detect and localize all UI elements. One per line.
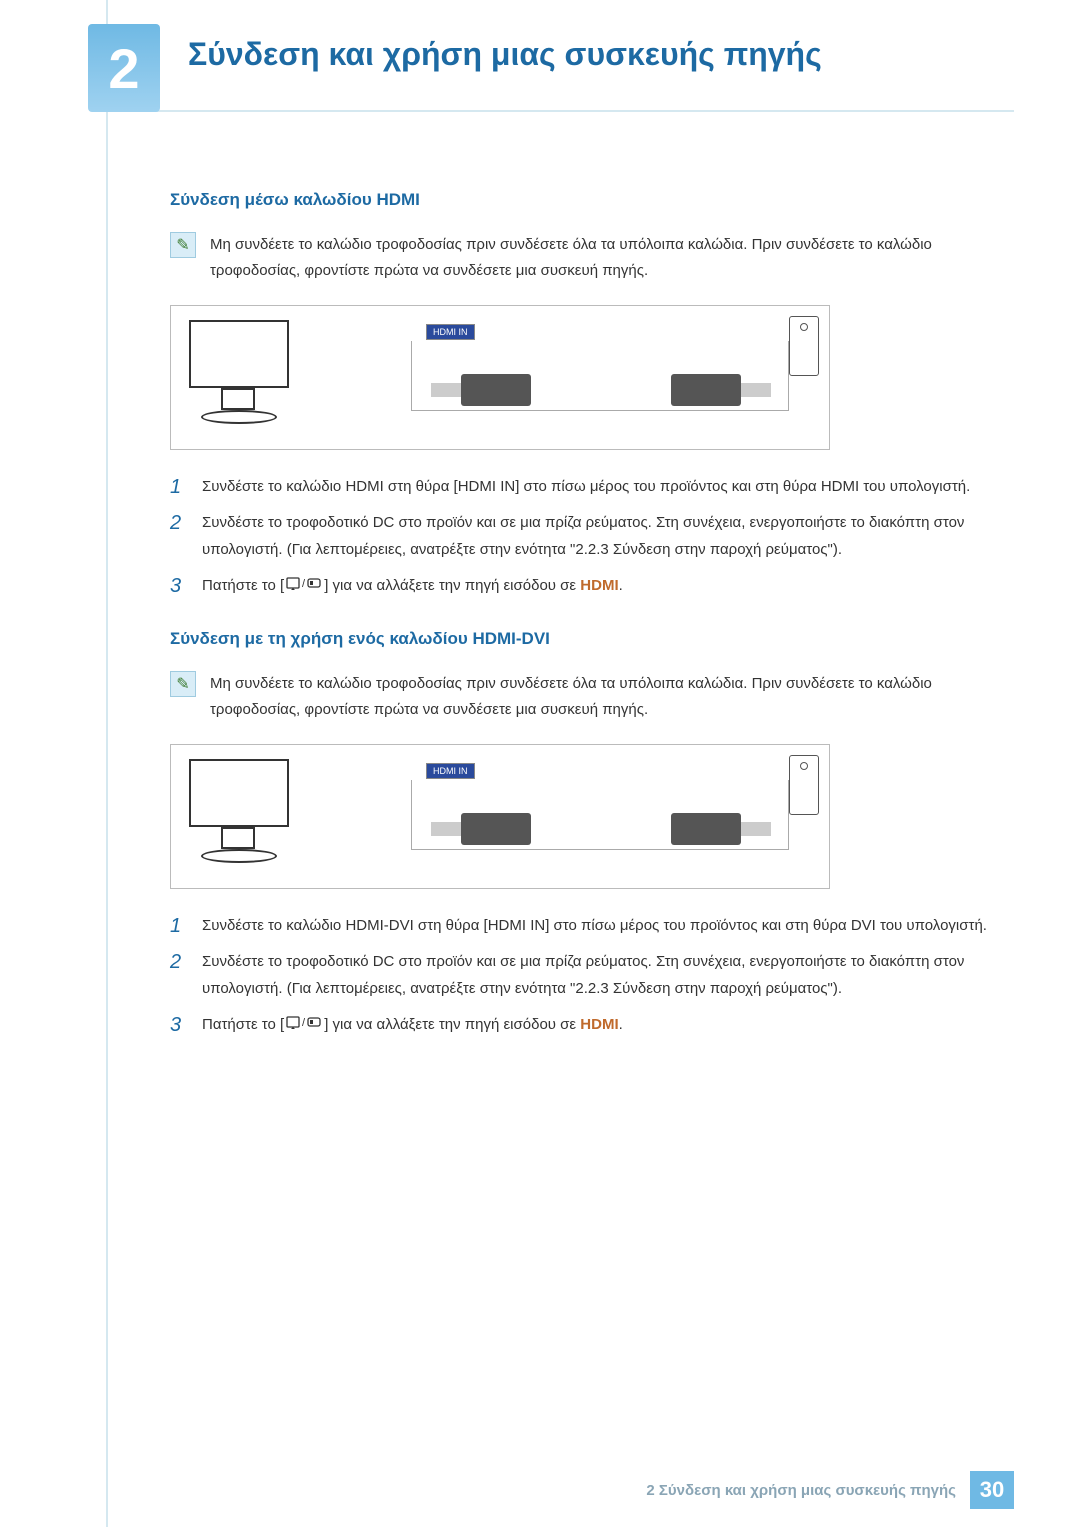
step3-pre: Πατήστε το [ [202,1016,284,1033]
monitor-icon [181,316,306,431]
step3-post: ] για να αλλάξετε την πηγή εισόδου σε [324,1016,580,1033]
monitor-icon [181,755,306,870]
left-vertical-rule [106,0,108,1527]
section2-diagram: HDMI IN [170,744,830,889]
step-text: Πατήστε το [ / ] για να αλλάξετε την πηγή … [202,573,623,599]
step3-post: ] για να αλλάξετε την πηγή εισόδου σε [324,577,580,594]
step-number: 2 [170,949,188,1002]
list-item: 1 Συνδέστε το καλώδιο HDMI-DVI στη θύρα … [170,913,1014,939]
chapter-title: Σύνδεση και χρήση μιας συσκευής πηγής [188,36,822,73]
pc-tower-icon [789,316,819,376]
step-number: 3 [170,573,188,599]
section2-note-text: Μη συνδέετε το καλώδιο τροφοδοσίας πριν … [210,671,1014,722]
step-text: Συνδέστε το τροφοδοτικό DC στο προϊόν κα… [202,510,1014,563]
step-text: Συνδέστε το καλώδιο HDMI στη θύρα [HDMI … [202,474,970,500]
page-footer: 2 Σύνδεση και χρήση μιας συσκευής πηγής … [646,1471,1014,1509]
list-item: 2 Συνδέστε το τροφοδοτικό DC στο προϊόν … [170,949,1014,1002]
hdmi-connector-left-icon [461,374,531,406]
step-text: Συνδέστε το καλώδιο HDMI-DVI στη θύρα [H… [202,913,987,939]
step3-target: HDMI [580,1016,618,1033]
list-item: 3 Πατήστε το [ / ] για να αλλάξετε την πηγ… [170,1012,1014,1038]
list-item: 3 Πατήστε το [ / ] για να αλλάξετε την πηγ… [170,573,1014,599]
pc-tower-icon [789,755,819,815]
hdmi-connector-left-icon [461,813,531,845]
step-text: Πατήστε το [ / ] για να αλλάξετε την πηγή … [202,1012,623,1038]
note-icon: ✎ [170,671,196,697]
section2-heading: Σύνδεση με τη χρήση ενός καλωδίου HDMI-D… [170,629,1014,649]
svg-text:/: / [302,1017,306,1029]
header-horizontal-rule [106,110,1014,112]
section2-note: ✎ Μη συνδέετε το καλώδιο τροφοδοσίας πρι… [170,671,1014,722]
section1-note-text: Μη συνδέετε το καλώδιο τροφοδοσίας πριν … [210,232,1014,283]
section2-steps: 1 Συνδέστε το καλώδιο HDMI-DVI στη θύρα … [170,913,1014,1038]
note-icon: ✎ [170,232,196,258]
footer-page-number: 30 [970,1471,1014,1509]
step-number: 3 [170,1012,188,1038]
chapter-number: 2 [108,36,139,101]
section1-diagram: HDMI IN [170,305,830,450]
section1-note: ✎ Μη συνδέετε το καλώδιο τροφοδοσίας πρι… [170,232,1014,283]
step3-pre: Πατήστε το [ [202,577,284,594]
step-number: 1 [170,913,188,939]
step-number: 2 [170,510,188,563]
section1-steps: 1 Συνδέστε το καλώδιο HDMI στη θύρα [HDM… [170,474,1014,599]
step3-target: HDMI [580,577,618,594]
list-item: 2 Συνδέστε το τροφοδοτικό DC στο προϊόν … [170,510,1014,563]
step3-suffix: . [619,577,623,594]
hdmi-port-label: HDMI IN [426,324,475,340]
source-button-icon: / [284,573,324,599]
section1-heading: Σύνδεση μέσω καλωδίου HDMI [170,190,1014,210]
hdmi-port-label: HDMI IN [426,763,475,779]
svg-text:/: / [302,578,306,590]
source-button-icon: / [284,1012,324,1038]
page-content: Σύνδεση μέσω καλωδίου HDMI ✎ Μη συνδέετε… [170,190,1014,1068]
list-item: 1 Συνδέστε το καλώδιο HDMI στη θύρα [HDM… [170,474,1014,500]
step3-suffix: . [619,1016,623,1033]
hdmi-connector-right-icon [671,374,741,406]
dvi-connector-right-icon [671,813,741,845]
footer-text: 2 Σύνδεση και χρήση μιας συσκευής πηγής [646,1482,970,1499]
step-text: Συνδέστε το τροφοδοτικό DC στο προϊόν κα… [202,949,1014,1002]
chapter-badge: 2 [88,24,160,112]
step-number: 1 [170,474,188,500]
